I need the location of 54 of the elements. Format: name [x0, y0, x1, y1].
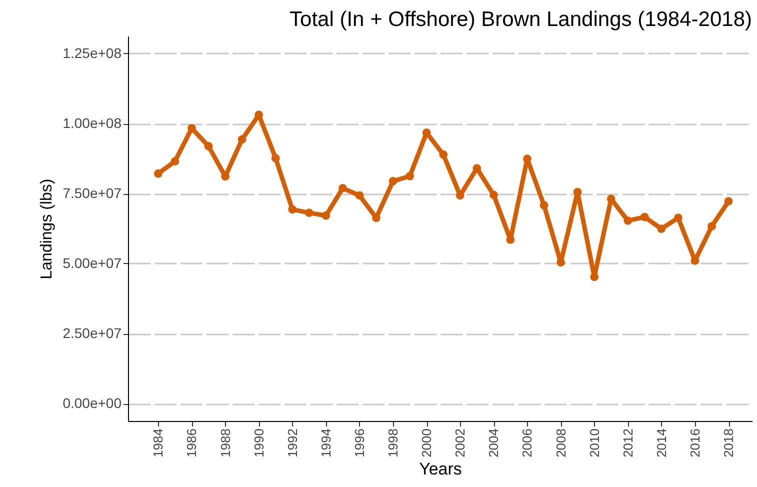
point	[708, 222, 716, 230]
point	[188, 124, 196, 132]
x-tick-label: 1990	[251, 428, 266, 458]
x-tick-label: 2010	[586, 428, 602, 458]
y-tick-label: 1.00e+08	[62, 115, 122, 131]
x-tick-label: 2012	[620, 428, 636, 458]
y-axis-title: Landings (lbs)	[38, 178, 56, 280]
point	[523, 154, 532, 163]
point	[322, 211, 330, 220]
point	[657, 224, 666, 233]
point	[238, 135, 246, 144]
y-tick-label: 7.50e+07	[62, 185, 122, 201]
point	[204, 142, 213, 150]
point	[439, 150, 448, 159]
x-tick-label: 2006	[520, 428, 535, 458]
x-tick-label: 1996	[352, 428, 367, 458]
x-tick-label: 1984	[150, 428, 166, 458]
point	[304, 208, 314, 217]
point	[154, 169, 162, 178]
x-tick-label: 1994	[318, 428, 334, 458]
point	[640, 212, 649, 222]
x-tick-label: 2002	[452, 428, 468, 458]
point	[388, 177, 398, 186]
x-tick-label: 2000	[419, 428, 434, 458]
point	[355, 191, 364, 200]
point	[170, 157, 180, 166]
point	[406, 172, 414, 180]
x-tick-label: 2004	[486, 428, 502, 458]
point	[271, 154, 280, 162]
y-tick-label: 0.00e+00	[62, 395, 122, 411]
x-tick-label: 2014	[654, 428, 669, 458]
point	[556, 258, 565, 267]
point	[338, 184, 347, 192]
x-tick-label: 1992	[284, 428, 300, 458]
y-tick-label: 5.00e+07	[62, 255, 122, 271]
x-tick-label: 1998	[386, 428, 401, 458]
chart-title: Total (In + Offshore) Brown Landings (1984-2018)	[290, 8, 752, 31]
x-tick-label: 2008	[553, 428, 568, 458]
point	[489, 190, 498, 200]
point	[590, 272, 599, 282]
point	[606, 194, 616, 203]
point	[624, 216, 632, 225]
x-tick-label: 2018	[721, 428, 736, 458]
point	[724, 197, 733, 206]
point	[674, 214, 682, 222]
point	[540, 201, 548, 210]
x-axis-title: Years	[419, 459, 462, 478]
point	[288, 205, 297, 214]
x-tick-label: 1986	[184, 428, 200, 458]
x-tick-label: 2016	[687, 428, 702, 458]
x-tick-label: 1988	[218, 428, 233, 458]
point	[506, 236, 515, 244]
y-tick-label: 2.50e+07	[62, 325, 122, 341]
y-tick-label: 1.25e+08	[62, 45, 122, 61]
